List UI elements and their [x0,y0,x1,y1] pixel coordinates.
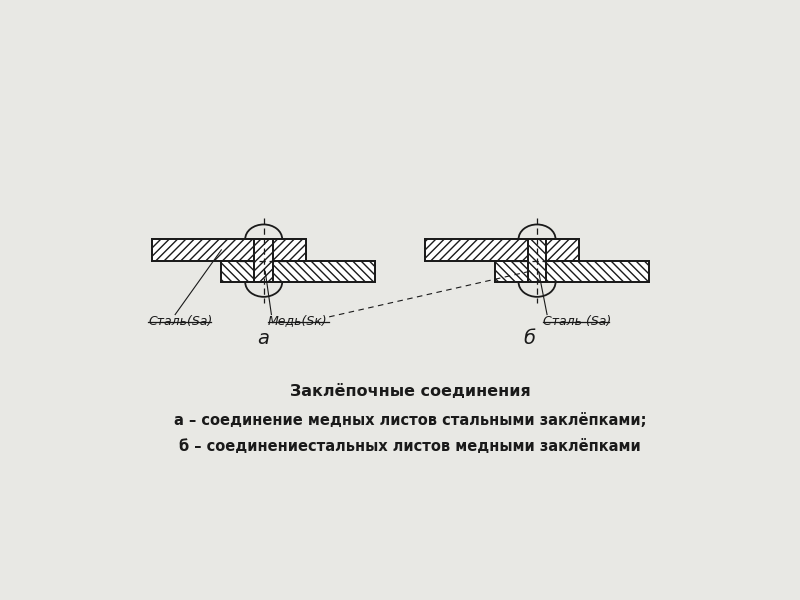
Bar [494,260,649,282]
Bar [222,260,375,282]
Text: б: б [523,329,535,348]
Text: Сталь (Sа): Сталь (Sа) [543,314,611,328]
Bar [254,239,273,282]
Bar [528,239,546,282]
Bar [152,239,306,260]
Bar [222,260,375,282]
Text: а: а [258,329,270,348]
Text: Сталь(Sа): Сталь(Sа) [148,314,213,328]
Bar [152,239,306,260]
Text: Заклёпочные соединения: Заклёпочные соединения [290,384,530,399]
Bar [426,239,579,260]
Text: а – соединение медных листов стальными заклёпками;: а – соединение медных листов стальными з… [174,413,646,428]
Bar [528,239,546,282]
Bar [494,260,649,282]
Bar [528,239,546,282]
Text: Медь(Sк): Медь(Sк) [267,314,327,328]
Text: б – соединениестальных листов медными заклёпками: б – соединениестальных листов медными за… [179,439,641,454]
Bar [254,239,273,282]
Bar [254,239,273,282]
Bar [426,239,579,260]
